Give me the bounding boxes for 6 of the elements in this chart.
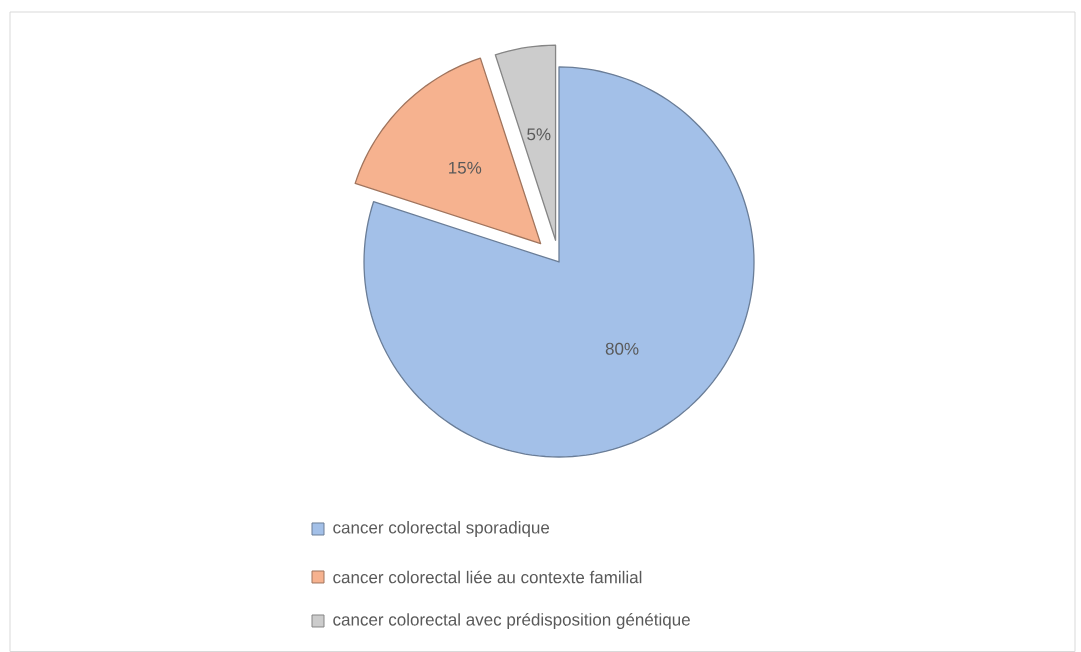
data-label: 5%	[527, 128, 551, 141]
legend-label: cancer colorectal avec prédisposition génétique	[333, 612, 690, 630]
legend-label: cancer colorectal sporadique	[333, 521, 550, 537]
data-label: 80%	[605, 342, 639, 355]
legend-label: cancer colorectal liée au contexte familial	[333, 570, 642, 584]
data-label: 15%	[449, 161, 482, 174]
